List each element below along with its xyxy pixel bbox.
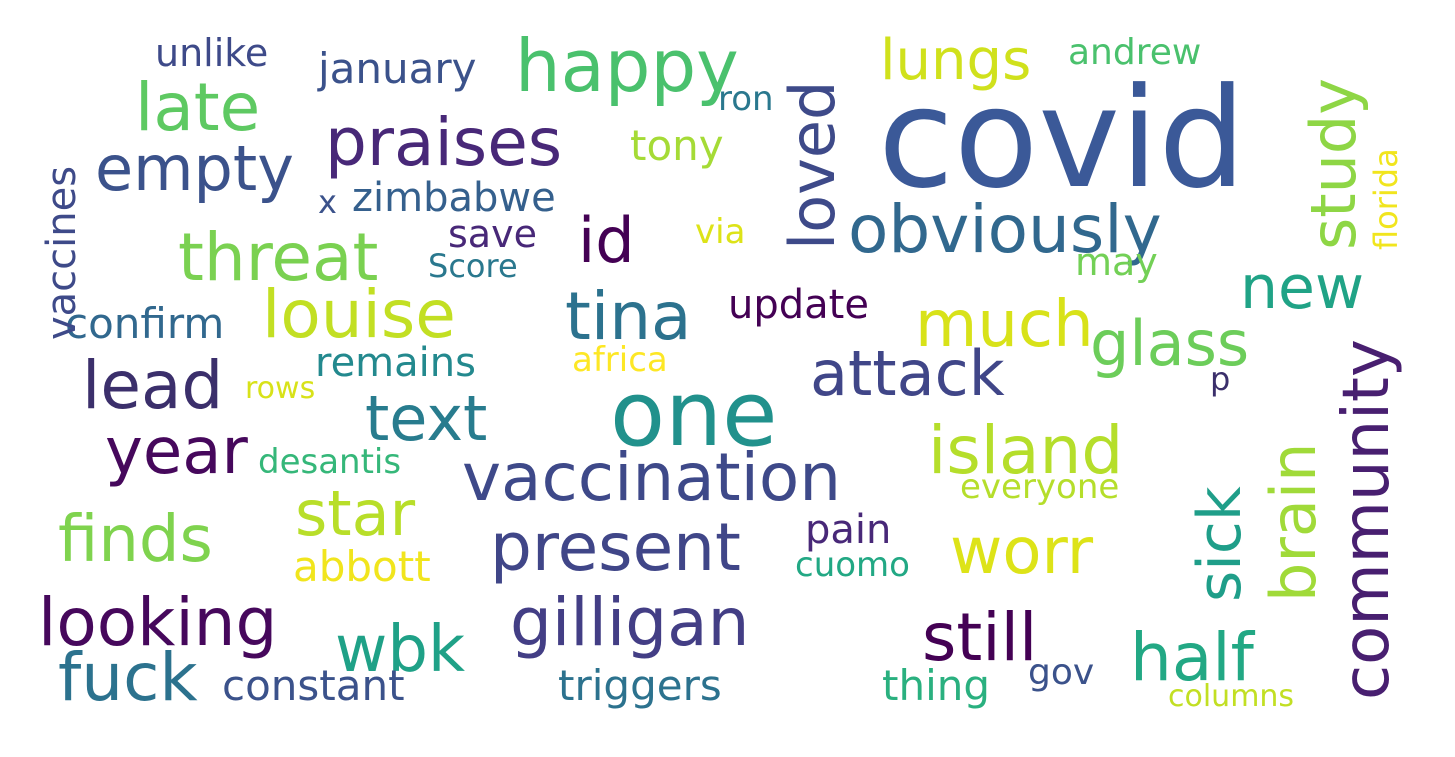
word-community: community: [1330, 339, 1404, 700]
word-zimbabwe: zimbabwe: [352, 175, 556, 221]
word-confirm: confirm: [65, 299, 225, 348]
word-worr: worr: [950, 515, 1093, 589]
word-gov: gov: [1028, 652, 1095, 693]
word-gilligan: gilligan: [510, 584, 750, 661]
word-remains: remains: [315, 340, 476, 386]
word-late: late: [135, 69, 261, 146]
word-fuck: fuck: [58, 639, 198, 716]
word-abbott: abbott: [293, 542, 431, 591]
word-attack: attack: [810, 337, 1005, 410]
word-still: still: [922, 599, 1038, 676]
word-january: january: [318, 44, 477, 93]
word-study: study: [1297, 78, 1370, 250]
word-andrew: andrew: [1068, 32, 1202, 73]
word-covid: covid: [878, 58, 1246, 219]
word-loved: loved: [776, 80, 849, 250]
word-vaccines: vaccines: [39, 165, 85, 340]
word-year: year: [105, 415, 248, 489]
word-island: island: [928, 412, 1124, 489]
word-florida: florida: [1367, 148, 1405, 250]
word-cuomo: cuomo: [795, 545, 910, 585]
word-wbk: wbk: [335, 613, 466, 687]
word-obviously: obviously: [848, 191, 1162, 268]
word-rows: rows: [245, 371, 316, 406]
word-triggers: triggers: [558, 661, 722, 710]
word-constant: constant: [222, 661, 405, 710]
word-praises: praises: [325, 104, 563, 181]
word-africa: africa: [572, 340, 668, 380]
word-ron: ron: [718, 79, 774, 119]
word-score: Score: [428, 247, 518, 285]
word-finds: finds: [58, 503, 213, 577]
word-lead: lead: [82, 347, 224, 424]
word-brain: brain: [1257, 442, 1330, 602]
word-unlike: unlike: [155, 31, 269, 75]
word-looking: looking: [38, 584, 278, 661]
word-sick: sick: [1185, 486, 1255, 602]
word-half: half: [1130, 619, 1254, 696]
word-present: present: [490, 509, 741, 586]
word-one: one: [610, 362, 778, 467]
word-may: may: [1075, 240, 1158, 284]
word-id: id: [578, 204, 635, 277]
word-louise: louise: [262, 276, 456, 353]
word-everyone: everyone: [960, 467, 1120, 507]
word-thing: thing: [882, 661, 991, 710]
word-text: text: [365, 382, 488, 455]
word-new: new: [1240, 253, 1365, 323]
word-desantis: desantis: [258, 442, 402, 482]
word-columns: columns: [1168, 679, 1295, 714]
word-via: via: [695, 212, 746, 252]
word-x: x: [318, 183, 337, 221]
word-update: update: [728, 282, 869, 328]
word-empty: empty: [95, 132, 294, 205]
word-star: star: [295, 477, 416, 550]
word-pain: pain: [805, 507, 892, 553]
word-save: save: [448, 212, 537, 256]
word-glass: glass: [1090, 307, 1250, 380]
word-lungs: lungs: [880, 28, 1032, 93]
word-threat: threat: [178, 219, 379, 296]
word-happy: happy: [515, 24, 739, 108]
word-vaccination: vaccination: [462, 439, 842, 516]
word-p: p: [1210, 360, 1231, 398]
word-tony: tony: [630, 121, 724, 170]
word-tina: tina: [565, 278, 692, 355]
word-much: much: [915, 288, 1094, 362]
